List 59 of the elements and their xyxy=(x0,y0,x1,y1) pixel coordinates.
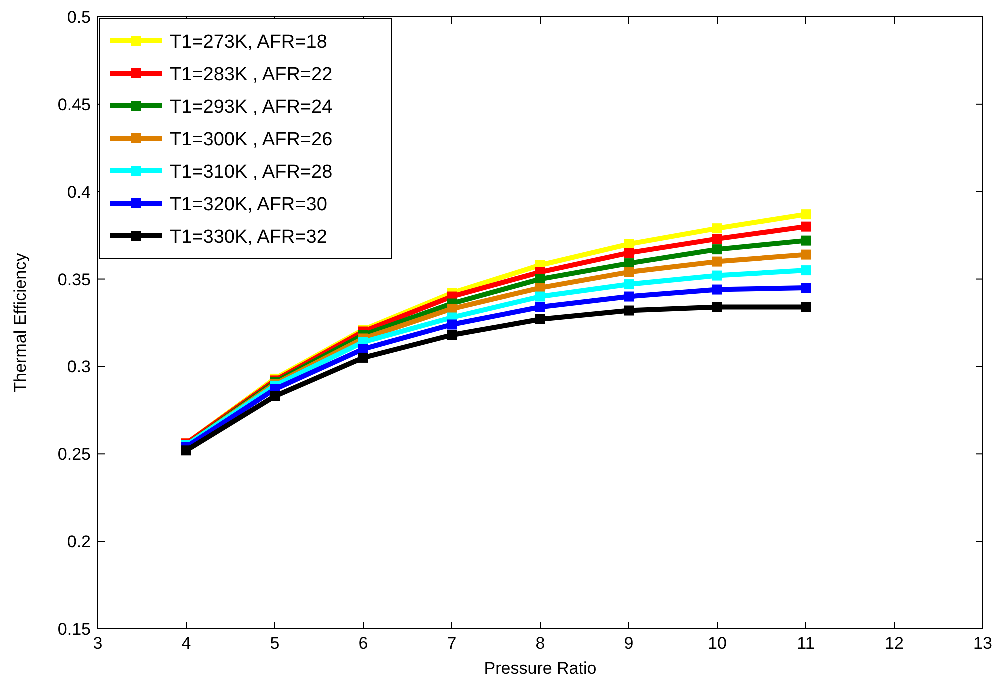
point xyxy=(801,266,811,276)
point xyxy=(712,302,722,312)
point xyxy=(182,446,192,456)
point xyxy=(801,250,811,260)
legend-label: T1=300K , AFR=26 xyxy=(170,130,333,150)
x-tick-label: 9 xyxy=(624,634,634,653)
point xyxy=(712,244,722,255)
point xyxy=(270,391,280,402)
point xyxy=(801,283,811,294)
legend-label: T1=330K, AFR=32 xyxy=(170,227,328,248)
y-tick-label: 0.45 xyxy=(58,95,91,114)
y-tick-label: 0.25 xyxy=(58,445,91,464)
point xyxy=(801,222,811,232)
x-tick-label: 12 xyxy=(885,634,904,653)
point xyxy=(358,344,368,354)
point xyxy=(624,306,634,316)
point xyxy=(624,248,634,258)
y-tick-label: 0.35 xyxy=(58,270,91,290)
point xyxy=(624,292,634,302)
point xyxy=(624,280,634,290)
point xyxy=(536,292,546,302)
x-axis-title: Pressure Ratio xyxy=(484,659,597,678)
point xyxy=(624,267,634,278)
y-tick-label: 0.3 xyxy=(67,358,91,377)
point xyxy=(536,314,546,325)
point xyxy=(536,302,546,312)
point xyxy=(712,224,722,234)
y-axis-title: Thermal Efficiency xyxy=(11,252,30,393)
point xyxy=(801,236,811,246)
x-tick-label: 13 xyxy=(974,634,992,653)
x-tick-label: 11 xyxy=(797,634,815,653)
point xyxy=(536,283,546,294)
point xyxy=(358,352,368,363)
y-tick-label: 0.15 xyxy=(58,620,91,639)
x-tick-label: 10 xyxy=(708,634,727,653)
point xyxy=(801,210,811,220)
y-tick-label: 0.4 xyxy=(67,182,91,202)
legend-label: T1=283K , AFR=22 xyxy=(170,64,333,86)
legend-label: T1=310K , AFR=28 xyxy=(170,162,333,183)
x-tick-label: 3 xyxy=(93,634,103,653)
point xyxy=(712,256,722,267)
x-tick-label: 5 xyxy=(270,634,280,653)
x-tick-label: 4 xyxy=(182,634,192,653)
point xyxy=(447,320,457,330)
y-tick-label: 0.5 xyxy=(67,8,91,27)
x-tick-label: 8 xyxy=(536,634,546,653)
point xyxy=(801,302,811,312)
point xyxy=(447,330,457,340)
point xyxy=(447,304,457,314)
point xyxy=(712,284,722,295)
point xyxy=(624,258,634,269)
x-tick-label: 6 xyxy=(358,634,368,653)
legend-label: T1=293K , AFR=24 xyxy=(170,97,334,118)
legend-label: T1=273K, AFR=18 xyxy=(170,32,328,53)
point xyxy=(712,270,722,281)
x-tick-label: 7 xyxy=(447,634,457,653)
legend-label: T1=320K, AFR=30 xyxy=(170,194,328,216)
point xyxy=(712,234,722,244)
y-tick-label: 0.2 xyxy=(67,532,91,552)
